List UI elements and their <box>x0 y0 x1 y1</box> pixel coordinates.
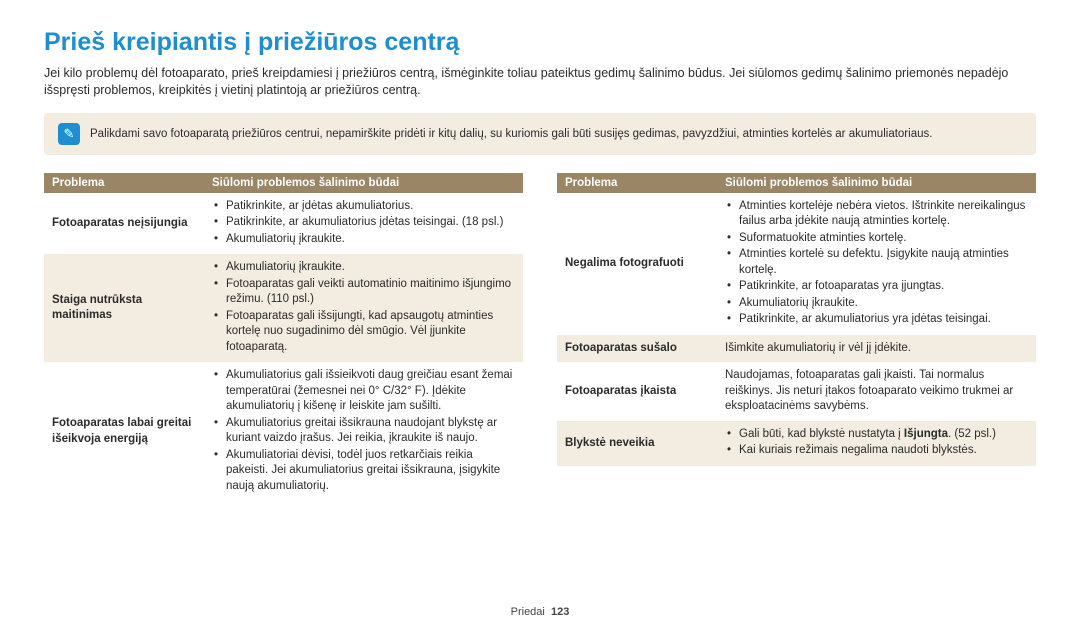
solution-item: Akumuliatorius gali išsieikvoti daug gre… <box>214 368 515 415</box>
left-column: Problema Siūlomi problemos šalinimo būda… <box>44 173 523 502</box>
col-header-problem: Problema <box>44 173 204 193</box>
solution-cell: Išimkite akumuliatorių ir vėl jį įdėkite… <box>717 335 1036 363</box>
solution-cell: Akumuliatorių įkraukite.Fotoaparatas gal… <box>204 254 523 362</box>
solution-item: Akumuliatoriai dėvisi, todėl juos retkar… <box>214 448 515 495</box>
solution-cell: Patikrinkite, ar įdėtas akumuliatorius.P… <box>204 193 523 255</box>
right-column: Problema Siūlomi problemos šalinimo būda… <box>557 173 1036 502</box>
note-icon <box>58 123 80 145</box>
trouble-table-right: Problema Siūlomi problemos šalinimo būda… <box>557 173 1036 466</box>
solution-item: Suformatuokite atminties kortelę. <box>727 231 1028 247</box>
solution-item: Fotoaparatas gali išsijungti, kad apsaug… <box>214 309 515 356</box>
solution-item: Patikrinkite, ar fotoaparatas yra įjungt… <box>727 279 1028 295</box>
solution-item: Patikrinkite, ar akumuliatorius yra įdėt… <box>727 312 1028 328</box>
footer: Priedai 123 <box>0 606 1080 618</box>
page-title: Prieš kreipiantis į priežiūros centrą <box>44 28 1036 57</box>
col-header-solution: Siūlomi problemos šalinimo būdai <box>204 173 523 193</box>
solution-cell: Gali būti, kad blykstė nustatyta į Išjun… <box>717 421 1036 466</box>
note-text: Palikdami savo fotoaparatą priežiūros ce… <box>90 123 932 142</box>
solution-item: Fotoaparatas gali veikti automatinio mai… <box>214 277 515 308</box>
problem-cell: Staiga nutrūksta maitinimas <box>44 254 204 362</box>
table-row: Fotoaparatas įkaistaNaudojamas, fotoapar… <box>557 362 1036 421</box>
intro-paragraph: Jei kilo problemų dėl fotoaparato, prieš… <box>44 65 1036 99</box>
problem-cell: Negalima fotografuoti <box>557 193 717 335</box>
problem-cell: Fotoaparatas neįsijungia <box>44 193 204 255</box>
col-header-problem: Problema <box>557 173 717 193</box>
problem-cell: Fotoaparatas įkaista <box>557 362 717 421</box>
problem-cell: Fotoaparatas sušalo <box>557 335 717 363</box>
col-header-solution: Siūlomi problemos šalinimo būdai <box>717 173 1036 193</box>
table-row: Negalima fotografuoti Atminties kortelėje… <box>557 193 1036 335</box>
solution-cell: Atminties kortelėje nebėra vietos. Ištri… <box>717 193 1036 335</box>
problem-cell: Fotoaparatas labai greitai išeikvoja ene… <box>44 362 204 501</box>
problem-cell: Blykstė neveikia <box>557 421 717 466</box>
solution-item: Atminties kortelė su defektu. Įsigykite … <box>727 247 1028 278</box>
solution-item: Akumuliatorių įkraukite. <box>214 232 515 248</box>
solution-item: Patikrinkite, ar akumuliatorius įdėtas t… <box>214 215 515 231</box>
table-row: Fotoaparatas labai greitai išeikvoja ene… <box>44 362 523 501</box>
solution-item: Akumuliatorių įkraukite. <box>214 260 515 276</box>
trouble-table-left: Problema Siūlomi problemos šalinimo būda… <box>44 173 523 502</box>
footer-label: Priedai <box>511 606 545 618</box>
solution-cell: Naudojamas, fotoaparatas gali įkaisti. T… <box>717 362 1036 421</box>
solution-item: Atminties kortelėje nebėra vietos. Ištri… <box>727 199 1028 230</box>
solution-item: Akumuliatorių įkraukite. <box>727 296 1028 312</box>
tables-wrapper: Problema Siūlomi problemos šalinimo būda… <box>44 173 1036 502</box>
solution-item: Akumuliatorius greitai išsikrauna naudoj… <box>214 416 515 447</box>
table-row: Fotoaparatas neįsijungiaPatikrinkite, ar… <box>44 193 523 255</box>
solution-item: Kai kuriais režimais negalima naudoti bl… <box>727 443 1028 459</box>
solution-item: Gali būti, kad blykstė nustatyta į Išjun… <box>727 427 1028 443</box>
solution-item: Patikrinkite, ar įdėtas akumuliatorius. <box>214 199 515 215</box>
note-callout: Palikdami savo fotoaparatą priežiūros ce… <box>44 113 1036 155</box>
footer-page: 123 <box>551 606 569 618</box>
table-row: Staiga nutrūksta maitinimasAkumuliatorių… <box>44 254 523 362</box>
solution-cell: Akumuliatorius gali išsieikvoti daug gre… <box>204 362 523 501</box>
table-row: Fotoaparatas sušaloIšimkite akumuliatori… <box>557 335 1036 363</box>
table-row: Blykstė neveikia Gali būti, kad blykstė n… <box>557 421 1036 466</box>
